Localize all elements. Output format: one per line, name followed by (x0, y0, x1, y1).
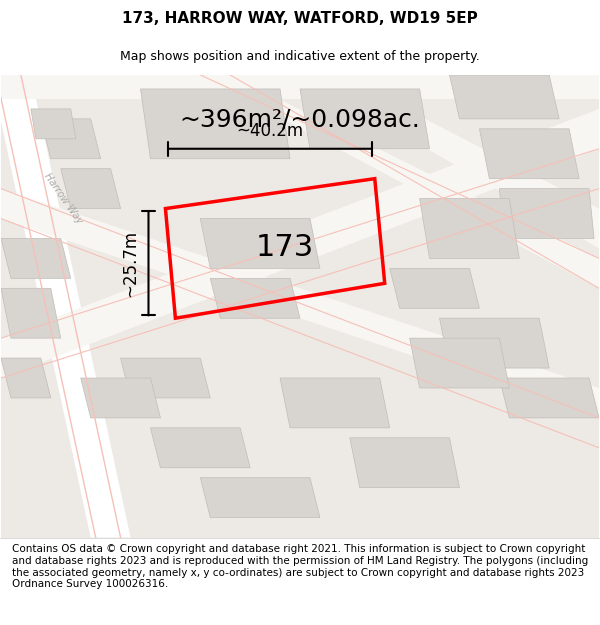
Polygon shape (61, 169, 121, 209)
Polygon shape (200, 478, 320, 518)
Polygon shape (419, 199, 519, 258)
Text: 173: 173 (256, 232, 314, 262)
Polygon shape (200, 75, 599, 288)
Text: ~25.7m: ~25.7m (122, 230, 140, 297)
Polygon shape (151, 428, 250, 468)
Text: Map shows position and indicative extent of the property.: Map shows position and indicative extent… (120, 50, 480, 62)
Polygon shape (31, 109, 76, 139)
Polygon shape (0, 75, 131, 538)
Polygon shape (499, 189, 594, 239)
Polygon shape (210, 278, 300, 318)
Polygon shape (499, 378, 599, 418)
Polygon shape (300, 75, 599, 248)
Polygon shape (1, 358, 51, 398)
Polygon shape (1, 239, 71, 278)
Polygon shape (390, 268, 479, 308)
Polygon shape (1, 189, 599, 418)
Polygon shape (410, 338, 509, 388)
Polygon shape (200, 219, 320, 268)
Text: 173, HARROW WAY, WATFORD, WD19 5EP: 173, HARROW WAY, WATFORD, WD19 5EP (122, 11, 478, 26)
Polygon shape (449, 75, 559, 119)
Polygon shape (140, 89, 290, 159)
Polygon shape (440, 318, 549, 368)
Polygon shape (81, 378, 160, 418)
Polygon shape (1, 109, 599, 378)
Polygon shape (121, 358, 210, 398)
Polygon shape (300, 89, 430, 149)
Text: ~40.2m: ~40.2m (236, 122, 304, 140)
Polygon shape (280, 378, 390, 428)
Text: ~396m²/~0.098ac.: ~396m²/~0.098ac. (179, 107, 421, 131)
Text: Contains OS data © Crown copyright and database right 2021. This information is : Contains OS data © Crown copyright and d… (12, 544, 588, 589)
Polygon shape (1, 75, 599, 99)
Polygon shape (479, 129, 579, 179)
Text: Harrow Way: Harrow Way (41, 171, 84, 226)
Polygon shape (1, 288, 61, 338)
Polygon shape (41, 119, 101, 159)
Polygon shape (350, 438, 460, 488)
